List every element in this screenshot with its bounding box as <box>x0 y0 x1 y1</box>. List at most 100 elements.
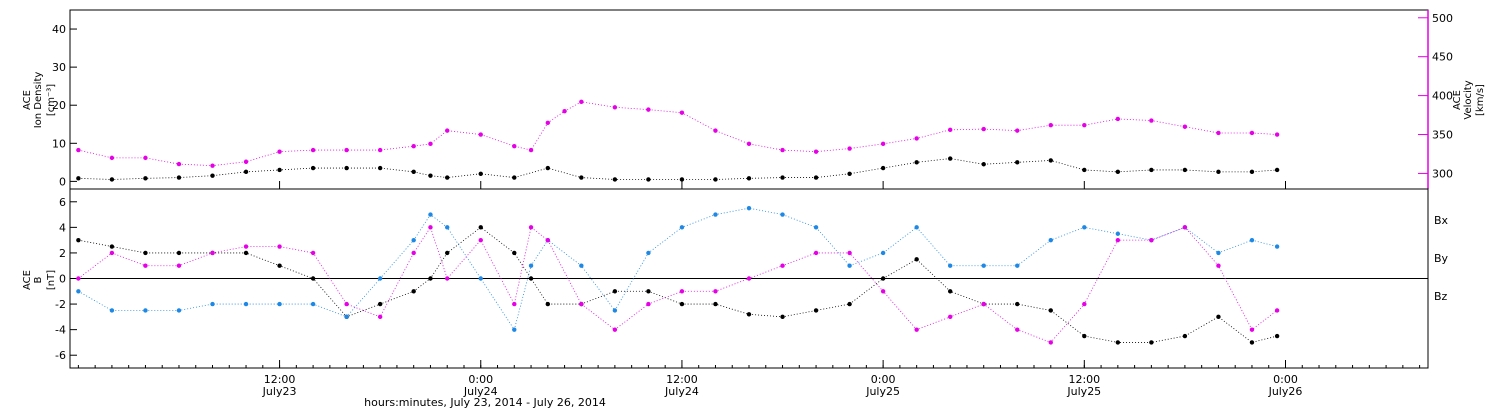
top-point-1-27 <box>880 141 886 147</box>
legend-bz: Bz <box>1434 290 1448 303</box>
bottom-point-0-15 <box>528 276 534 281</box>
top-right-tick-label-3: 450 <box>1432 51 1453 64</box>
bottom-point-2-35 <box>1182 225 1188 230</box>
top-point-0-3 <box>176 175 182 180</box>
bottom-point-0-2 <box>143 250 148 256</box>
top-left-axis: 0 10 20 30 40 <box>52 23 77 188</box>
bottom-point-1-5 <box>243 301 249 307</box>
x-tick-date-1: July24 <box>463 385 498 398</box>
top-point-1-34 <box>1115 116 1121 122</box>
bottom-point-1-1 <box>109 308 115 313</box>
bottom-point-2-15 <box>528 225 534 230</box>
top-right-tick-label-0: 300 <box>1432 167 1453 180</box>
top-left-tick-label-3: 30 <box>52 61 66 74</box>
bottom-point-0-36 <box>1216 314 1221 320</box>
bottom-point-1-24 <box>813 225 819 230</box>
top-point-1-23 <box>746 141 752 147</box>
top-series-layer <box>76 99 1280 182</box>
top-point-0-7 <box>310 165 316 171</box>
bottom-point-0-25 <box>847 301 852 307</box>
bottom-series-line-0 <box>78 226 1278 343</box>
bottom-left-ylabel-line1: ACE <box>22 270 33 290</box>
top-panel-frame <box>69 9 1429 190</box>
bottom-point-2-37 <box>1249 327 1255 332</box>
top-point-1-18 <box>579 99 584 105</box>
top-point-0-13 <box>478 171 483 176</box>
top-panel: 0 10 20 30 40 300 350 400 450 500 ACE Ion Densit… <box>22 9 1486 190</box>
top-point-1-39 <box>1274 132 1280 137</box>
bottom-left-tick-label-4: 2 <box>59 247 66 260</box>
bottom-point-2-6 <box>277 244 282 249</box>
bottom-series-1 <box>76 205 1280 332</box>
bottom-series-layer <box>76 205 1280 345</box>
top-point-0-36 <box>1249 169 1255 175</box>
top-point-1-20 <box>646 107 651 112</box>
top-point-0-4 <box>210 173 215 178</box>
x-tick-time-5: 0:00 <box>1273 373 1298 386</box>
top-point-1-14 <box>512 143 517 149</box>
bottom-point-0-1 <box>109 244 115 249</box>
bottom-point-0-3 <box>176 250 182 256</box>
top-point-0-14 <box>512 175 517 180</box>
bottom-left-tick-label-2: -2 <box>55 298 66 311</box>
top-point-0-11 <box>428 173 433 178</box>
x-tick-date-2: July24 <box>664 385 699 398</box>
bottom-point-1-25 <box>847 263 852 268</box>
x-tick-time-2: 12:00 <box>666 373 698 386</box>
top-point-0-2 <box>143 176 148 181</box>
top-point-0-35 <box>1216 169 1221 175</box>
top-point-1-8 <box>344 147 349 153</box>
top-point-0-19 <box>679 177 685 182</box>
top-right-tick-label-2: 400 <box>1432 90 1453 103</box>
top-point-0-24 <box>847 171 852 176</box>
bottom-point-2-14 <box>512 301 517 307</box>
bottom-point-2-5 <box>243 244 249 249</box>
bottom-series-line-1 <box>78 207 1278 331</box>
bottom-series-line-2 <box>78 226 1278 343</box>
x-tick-time-4: 12:00 <box>1068 373 1100 386</box>
top-point-0-28 <box>981 162 986 167</box>
bottom-left-tick-label-5: 4 <box>59 221 66 234</box>
top-point-1-33 <box>1082 122 1087 128</box>
top-point-0-8 <box>344 165 349 171</box>
top-point-1-13 <box>478 132 483 137</box>
top-point-1-30 <box>981 126 986 132</box>
top-right-ylabel-line3: [km/s] <box>1475 84 1486 116</box>
bottom-point-0-26 <box>880 276 886 281</box>
top-point-0-23 <box>813 175 819 180</box>
bottom-left-ylabel-line2: B <box>33 276 44 283</box>
top-right-ylabel-line1: ACE <box>1452 90 1463 110</box>
top-point-0-25 <box>880 165 886 171</box>
bottom-left-ylabel-line3: [nT] <box>46 270 57 290</box>
top-left-ylabel-line3: [cm⁻³] <box>46 84 57 116</box>
top-right-tick-label-1: 350 <box>1432 129 1453 142</box>
x-axis: 12:00July230:00July2412:00July240:00July… <box>77 181 1421 398</box>
bottom-point-2-38 <box>1274 308 1280 313</box>
top-point-1-26 <box>847 146 852 151</box>
bottom-point-0-18 <box>612 289 618 294</box>
x-axis-title: hours:minutes, July 23, 2014 - July 26, … <box>364 396 606 409</box>
top-right-axis: 300 350 400 450 500 <box>1418 10 1453 189</box>
bottom-point-1-38 <box>1274 244 1280 249</box>
top-point-1-9 <box>377 147 383 153</box>
top-point-0-34 <box>1182 167 1188 173</box>
x-tick-date-0: July23 <box>262 385 297 398</box>
x-tick-date-5: July26 <box>1268 385 1303 398</box>
x-tick-time-1: 0:00 <box>468 373 493 386</box>
top-left-ylabel-line1: ACE <box>22 90 33 110</box>
top-series-line-1 <box>78 101 1278 167</box>
bottom-point-1-23 <box>780 212 785 217</box>
bottom-left-tick-label-3: 0 <box>59 273 66 286</box>
top-left-tick-label-2: 20 <box>52 99 66 112</box>
top-left-tick-label-4: 40 <box>52 23 66 36</box>
top-point-0-18 <box>646 177 651 182</box>
bottom-series-0 <box>76 225 1280 345</box>
top-point-0-15 <box>545 165 551 171</box>
top-left-ylabel-line2: Ion Density <box>33 72 44 129</box>
top-point-1-29 <box>947 127 953 133</box>
top-series-line-0 <box>78 158 1278 180</box>
top-point-0-27 <box>947 156 953 161</box>
bottom-point-2-13 <box>478 237 483 243</box>
bottom-left-tick-label-6: 6 <box>59 196 66 209</box>
